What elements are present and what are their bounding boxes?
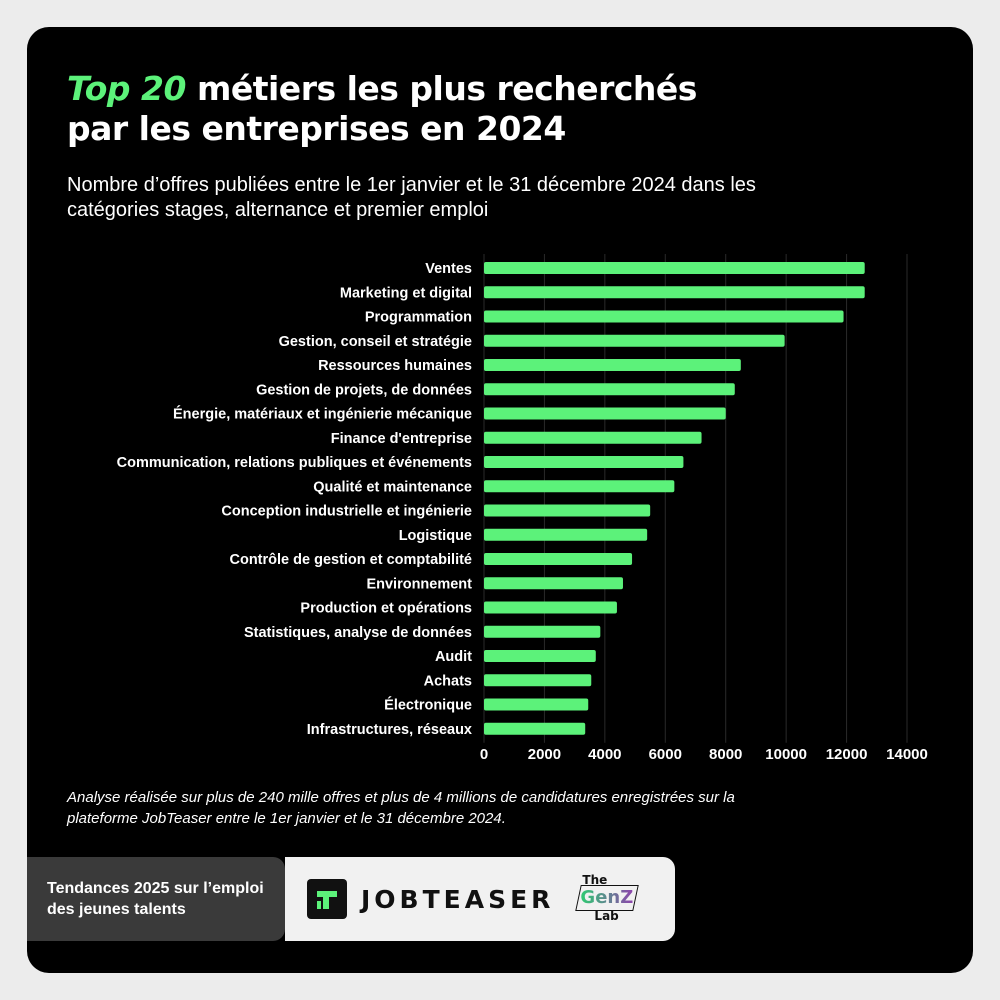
category-label: Ressources humaines [318, 358, 472, 374]
bar [484, 674, 592, 687]
category-label: Statistiques, analyse de données [244, 625, 472, 641]
bar-chart: 0 2000 4000 6000 8000 10000 12000 14000 Ventes Ma… [117, 254, 928, 763]
title-line2: par les entreprises en 2024 [67, 109, 566, 148]
bar [484, 456, 684, 468]
x-tick-label: 6000 [649, 746, 682, 763]
x-tick-label: 0 [480, 746, 488, 763]
bar [484, 650, 596, 662]
bar [484, 577, 623, 590]
category-label: Infrastructures, réseaux [307, 722, 472, 738]
x-tick-label: 14000 [886, 746, 928, 763]
bar [484, 359, 741, 371]
x-tick-label: 10000 [765, 746, 807, 763]
genz-line3: Lab [594, 909, 619, 923]
category-label: Gestion, conseil et stratégie [279, 334, 472, 350]
tagline-box: Tendances 2025 sur l’emploi des jeunes t… [27, 857, 285, 941]
category-label: Qualité et maintenance [313, 479, 472, 495]
x-tick-label: 4000 [588, 746, 621, 763]
page-title: Top 20 métiers les plus recherchés par l… [67, 69, 697, 149]
genz-line2: GenZ [580, 887, 634, 908]
category-label: Contrôle de gestion et comptabilité [230, 552, 473, 568]
tagline-text: Tendances 2025 sur l’emploi des jeunes t… [47, 880, 264, 918]
category-label: Électronique [384, 697, 472, 714]
genz-line1: The [582, 873, 608, 887]
bar [484, 480, 675, 493]
bar [484, 407, 726, 420]
bar [484, 528, 648, 541]
category-label: Logistique [399, 528, 472, 544]
category-label: Production et opérations [300, 601, 472, 617]
bar [484, 431, 702, 444]
category-label: Programmation [365, 310, 472, 326]
category-label: Énergie, matériaux et ingénierie mécaniq… [173, 406, 472, 423]
bar [484, 722, 586, 735]
brand-box: JOBTEASER The GenZ Lab [285, 857, 675, 941]
bar [484, 504, 651, 517]
x-tick-label: 8000 [709, 746, 742, 763]
bar [484, 698, 589, 711]
category-label: Gestion de projets, de données [256, 382, 472, 398]
bar [484, 553, 633, 565]
jobteaser-wordmark: JOBTEASER [361, 884, 555, 914]
x-tick-label: 2000 [528, 746, 561, 763]
title-accent: Top 20 [67, 69, 186, 108]
bar [484, 310, 844, 323]
bar [484, 334, 785, 347]
category-label: Marketing et digital [340, 285, 472, 301]
bar [484, 383, 735, 396]
bar [484, 625, 601, 638]
category-label: Finance d'entreprise [331, 431, 472, 447]
chart-subtitle: Nombre d’offres publiées entre le 1er ja… [67, 174, 756, 221]
category-label: Environnement [366, 576, 472, 592]
footnote: Analyse réalisée sur plus de 240 mille o… [67, 789, 735, 827]
infographic-card: Top 20 métiers les plus recherchés par l… [27, 27, 973, 973]
bar [484, 601, 617, 614]
bar [484, 262, 865, 274]
category-label: Conception industrielle et ingénierie [221, 504, 472, 520]
category-label: Audit [435, 649, 472, 665]
bar [484, 286, 865, 299]
category-label: Ventes [425, 261, 472, 277]
x-tick-label: 12000 [826, 746, 868, 763]
title-rest: métiers les plus recherchés [185, 69, 697, 108]
category-label: Communication, relations publiques et év… [117, 455, 472, 471]
genz-lab-logo: The GenZ Lab [575, 871, 640, 927]
category-label: Achats [424, 673, 472, 689]
jobteaser-logo-icon [307, 879, 347, 919]
